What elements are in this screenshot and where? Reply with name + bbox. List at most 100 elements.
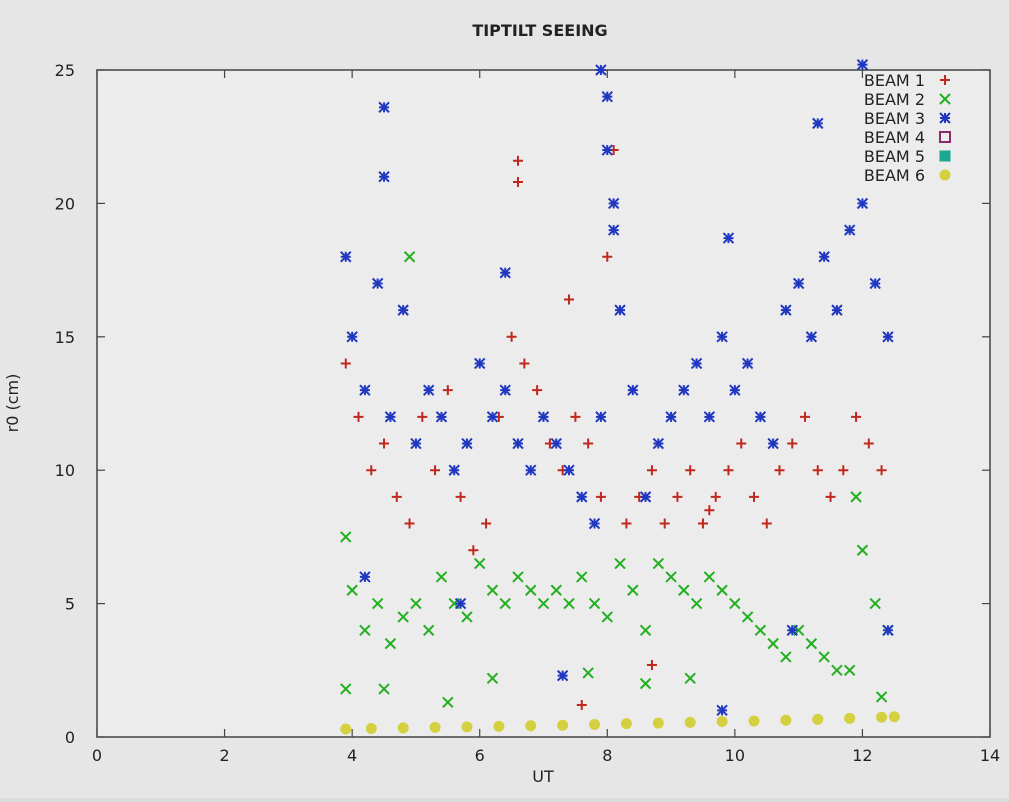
- point: [607, 197, 620, 210]
- point: [391, 491, 402, 502]
- point: [422, 624, 435, 636]
- point: [519, 358, 530, 369]
- point: [800, 411, 811, 422]
- point: [512, 177, 523, 188]
- point: [430, 465, 441, 476]
- point: [888, 711, 900, 723]
- point: [601, 611, 613, 623]
- point: [435, 411, 448, 423]
- point: [422, 384, 435, 396]
- point: [678, 384, 690, 396]
- legend-marker: [939, 112, 951, 124]
- point: [366, 465, 377, 476]
- point: [601, 90, 613, 103]
- point: [499, 267, 511, 279]
- point: [652, 717, 664, 729]
- point: [825, 491, 836, 502]
- point: [371, 597, 384, 610]
- point: [786, 624, 798, 636]
- point: [595, 411, 607, 423]
- point: [736, 438, 747, 449]
- point: [525, 584, 537, 596]
- point: [761, 518, 772, 529]
- point: [384, 637, 397, 650]
- point: [442, 696, 454, 709]
- x-tick-label: 6: [475, 746, 485, 765]
- point: [652, 437, 665, 450]
- legend-label: BEAM 5: [864, 147, 925, 166]
- point: [818, 251, 830, 263]
- point: [831, 304, 843, 316]
- point: [805, 331, 818, 343]
- point: [748, 715, 760, 727]
- point: [620, 718, 632, 730]
- point: [792, 277, 805, 290]
- point: [378, 683, 390, 695]
- point: [704, 505, 715, 516]
- point: [512, 571, 524, 583]
- point: [767, 437, 779, 450]
- x-tick-label: 0: [92, 746, 102, 765]
- point: [582, 667, 594, 679]
- point: [754, 624, 767, 636]
- point: [818, 651, 830, 663]
- point: [556, 669, 569, 682]
- point: [741, 357, 754, 370]
- point: [550, 584, 562, 596]
- point: [646, 465, 657, 476]
- point: [454, 597, 467, 610]
- point: [685, 465, 696, 476]
- point: [378, 171, 390, 183]
- point: [595, 491, 606, 502]
- point: [564, 294, 575, 305]
- point: [557, 719, 569, 731]
- point: [474, 357, 486, 370]
- chart-title: TIPTILT SEEING: [472, 21, 607, 40]
- point: [461, 611, 473, 623]
- point: [583, 438, 594, 449]
- point: [461, 721, 473, 733]
- point: [812, 713, 824, 725]
- point: [532, 385, 543, 396]
- legend-marker: [940, 75, 950, 85]
- point: [856, 544, 869, 556]
- point: [659, 518, 670, 529]
- y-tick-label: 15: [55, 328, 75, 347]
- y-tick-label: 5: [65, 595, 75, 614]
- x-tick-label: 2: [219, 746, 229, 765]
- point: [787, 438, 798, 449]
- point: [774, 465, 785, 476]
- point: [481, 518, 492, 529]
- point: [741, 611, 754, 623]
- point: [397, 611, 409, 623]
- y-axis-label: r0 (cm): [3, 374, 22, 433]
- point: [486, 672, 499, 685]
- point: [588, 517, 601, 530]
- point: [665, 411, 677, 423]
- point: [607, 224, 620, 236]
- point: [359, 384, 371, 396]
- point: [703, 411, 716, 423]
- point: [780, 651, 792, 663]
- y-tick-label: 10: [55, 461, 75, 480]
- point: [780, 714, 792, 726]
- point: [486, 411, 499, 423]
- point: [639, 624, 652, 636]
- point: [506, 331, 517, 342]
- point: [461, 437, 473, 450]
- point: [563, 597, 575, 610]
- point: [614, 557, 626, 570]
- point: [882, 331, 894, 343]
- point: [812, 465, 823, 476]
- point: [843, 664, 856, 677]
- point: [876, 465, 887, 476]
- legend-label: BEAM 2: [864, 90, 925, 109]
- point: [875, 691, 888, 703]
- point: [602, 251, 613, 262]
- legend-label: BEAM 4: [864, 128, 925, 147]
- point: [588, 597, 601, 610]
- point: [850, 491, 862, 503]
- point: [876, 711, 888, 723]
- point: [716, 704, 728, 717]
